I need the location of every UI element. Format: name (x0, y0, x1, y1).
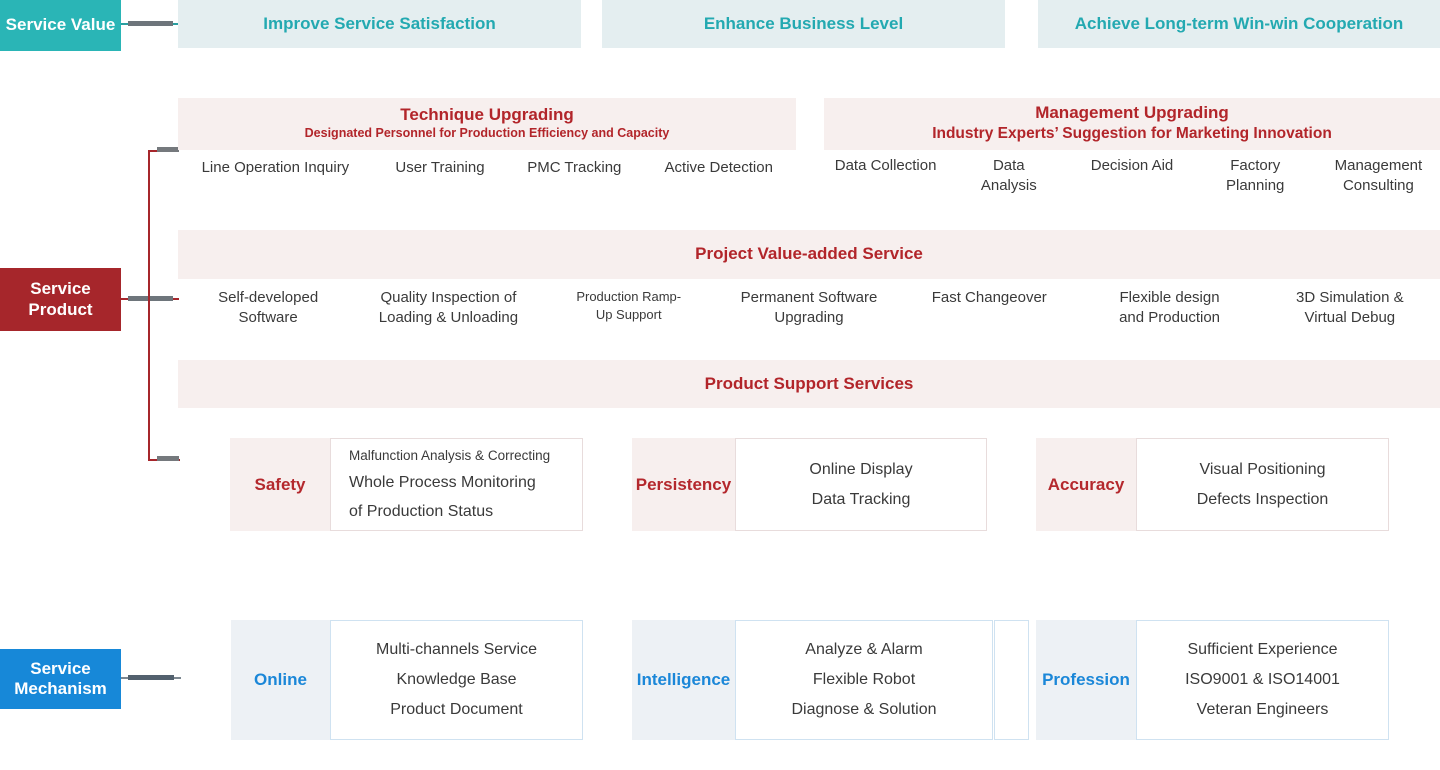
management-item: Data Analysis (947, 156, 1070, 197)
service-value-connector-line (121, 20, 179, 28)
technique-upgrading-header: Technique Upgrading Designated Personnel… (178, 98, 796, 150)
support-card-content: Online Display Data Tracking (735, 438, 987, 531)
mechanism-card-line: Sufficient Experience (1187, 640, 1338, 658)
mechanism-card-label: Intelligence (632, 620, 735, 740)
bracket-top-dash (157, 147, 179, 152)
management-items-row: Data Collection Data Analysis Decision A… (824, 156, 1440, 197)
project-value-added-band: Project Value-added Service (178, 230, 1440, 279)
management-item-label: Data Analysis (980, 157, 1037, 195)
technique-item-label: Line Operation Inquiry (201, 159, 350, 176)
project-item: Production Ramp-Up Support (539, 288, 719, 323)
support-card-line: Online Display (809, 461, 913, 479)
service-mechanism-label-box: Service Mechanism (0, 649, 121, 709)
support-card-label: Accuracy (1036, 438, 1136, 531)
management-item: Decision Aid (1070, 156, 1193, 176)
support-card-line: Data Tracking (811, 490, 911, 508)
support-card-accuracy: Accuracy Visual Positioning Defects Insp… (1036, 438, 1389, 531)
support-card-safety: Safety Malfunction Analysis & Correcting… (230, 438, 583, 531)
technique-item: Line Operation Inquiry (178, 158, 373, 178)
product-support-band: Product Support Services (178, 360, 1440, 408)
project-item: 3D Simulation & Virtual Debug (1260, 288, 1440, 329)
mechanism-card-line: Product Document (390, 701, 523, 719)
project-item-label: 3D Simulation & Virtual Debug (1296, 289, 1404, 327)
project-item-label: Production Ramp-Up Support (576, 289, 682, 322)
support-card-line: Whole Process Monitoring (349, 474, 536, 492)
project-item: Flexible design and Production (1079, 288, 1259, 329)
technique-item: PMC Tracking (507, 158, 641, 178)
management-upgrading-header: Management Upgrading Industry Experts’ S… (824, 98, 1440, 150)
management-item-label: Management Consulting (1334, 157, 1423, 195)
mechanism-card-line: Flexible Robot (812, 670, 916, 688)
service-product-label-box: Service Product (0, 268, 121, 331)
service-value-label-box: Service Value (0, 0, 121, 51)
mechanism-card-intelligence: Intelligence Analyze & Alarm Flexible Ro… (632, 620, 993, 740)
management-item-label: Factory Planning (1226, 157, 1285, 195)
management-upgrading-subtitle: Industry Experts’ Suggestion for Marketi… (932, 124, 1332, 142)
bracket-bottom-dash (157, 456, 179, 461)
empty-cell (994, 620, 1029, 740)
management-item-label: Decision Aid (1090, 157, 1174, 174)
technique-upgrading-title: Technique Upgrading (400, 105, 574, 125)
mechanism-card-label: Profession (1036, 620, 1136, 740)
support-card-content: Visual Positioning Defects Inspection (1136, 438, 1389, 531)
technique-item-label: PMC Tracking (527, 159, 622, 176)
support-card-line: Malfunction Analysis & Correcting (349, 447, 551, 463)
support-card-label: Safety (230, 438, 330, 531)
management-item: Management Consulting (1317, 156, 1440, 197)
mechanism-card-line: Analyze & Alarm (805, 640, 923, 658)
management-item: Factory Planning (1194, 156, 1317, 197)
value-box-enhance-business: Enhance Business Level (602, 0, 1005, 48)
connector-dash (128, 675, 174, 680)
management-item: Data Collection (824, 156, 947, 176)
product-support-title: Product Support Services (704, 373, 914, 393)
mechanism-card-line: ISO9001 & ISO14001 (1185, 670, 1340, 688)
value-box-improve-satisfaction: Improve Service Satisfaction (178, 0, 581, 48)
support-card-line: Defects Inspection (1196, 490, 1329, 508)
mechanism-card-label: Online (231, 620, 330, 740)
mechanism-card-online: Online Multi-channels Service Knowledge … (231, 620, 583, 740)
project-value-added-title: Project Value-added Service (695, 244, 923, 264)
mechanism-card-line: Multi-channels Service (376, 640, 537, 658)
project-items-row: Self-developed Software Quality Inspecti… (178, 288, 1440, 329)
bracket-vertical-line (148, 150, 150, 461)
technique-items-row: Line Operation Inquiry User Training PMC… (178, 158, 796, 178)
mechanism-card-content: Analyze & Alarm Flexible Robot Diagnose … (735, 620, 993, 740)
technique-upgrading-subtitle: Designated Personnel for Production Effi… (304, 126, 670, 141)
project-item-label: Permanent Software Upgrading (740, 289, 878, 327)
technique-item: Active Detection (641, 158, 796, 178)
mechanism-card-line: Knowledge Base (396, 670, 517, 688)
technique-item-label: Active Detection (664, 159, 773, 176)
project-item-label: Self-developed Software (218, 289, 319, 327)
mechanism-card-line: Diagnose & Solution (791, 701, 937, 719)
value-box-winwin-cooperation: Achieve Long-term Win-win Cooperation (1038, 0, 1440, 48)
mechanism-card-profession: Profession Sufficient Experience ISO9001… (1036, 620, 1389, 740)
connector-dash (128, 21, 173, 26)
service-product-connector-line (121, 295, 179, 303)
project-item-label: Flexible design and Production (1119, 289, 1220, 327)
project-item: Quality Inspection of Loading & Unloadin… (358, 288, 538, 329)
support-card-line: Visual Positioning (1199, 461, 1326, 479)
support-card-line: of Production Status (349, 503, 494, 521)
technique-item: User Training (373, 158, 507, 178)
project-item: Self-developed Software (178, 288, 358, 329)
project-item: Permanent Software Upgrading (719, 288, 899, 329)
technique-item-label: User Training (395, 159, 485, 176)
mechanism-card-content: Sufficient Experience ISO9001 & ISO14001… (1136, 620, 1389, 740)
support-card-label: Persistency (632, 438, 735, 531)
mechanism-card-content: Multi-channels Service Knowledge Base Pr… (330, 620, 583, 740)
support-card-persistency: Persistency Online Display Data Tracking (632, 438, 987, 531)
mechanism-card-line: Veteran Engineers (1196, 701, 1329, 719)
project-item-label: Quality Inspection of Loading & Unloadin… (378, 289, 519, 327)
project-item: Fast Changeover (899, 288, 1079, 308)
service-mechanism-connector-line (121, 674, 181, 682)
connector-dash (128, 296, 173, 301)
management-item-label: Data Collection (834, 157, 937, 174)
support-card-content: Malfunction Analysis & Correcting Whole … (330, 438, 583, 531)
project-item-label: Fast Changeover (931, 289, 1047, 306)
management-upgrading-title: Management Upgrading (1035, 103, 1229, 123)
